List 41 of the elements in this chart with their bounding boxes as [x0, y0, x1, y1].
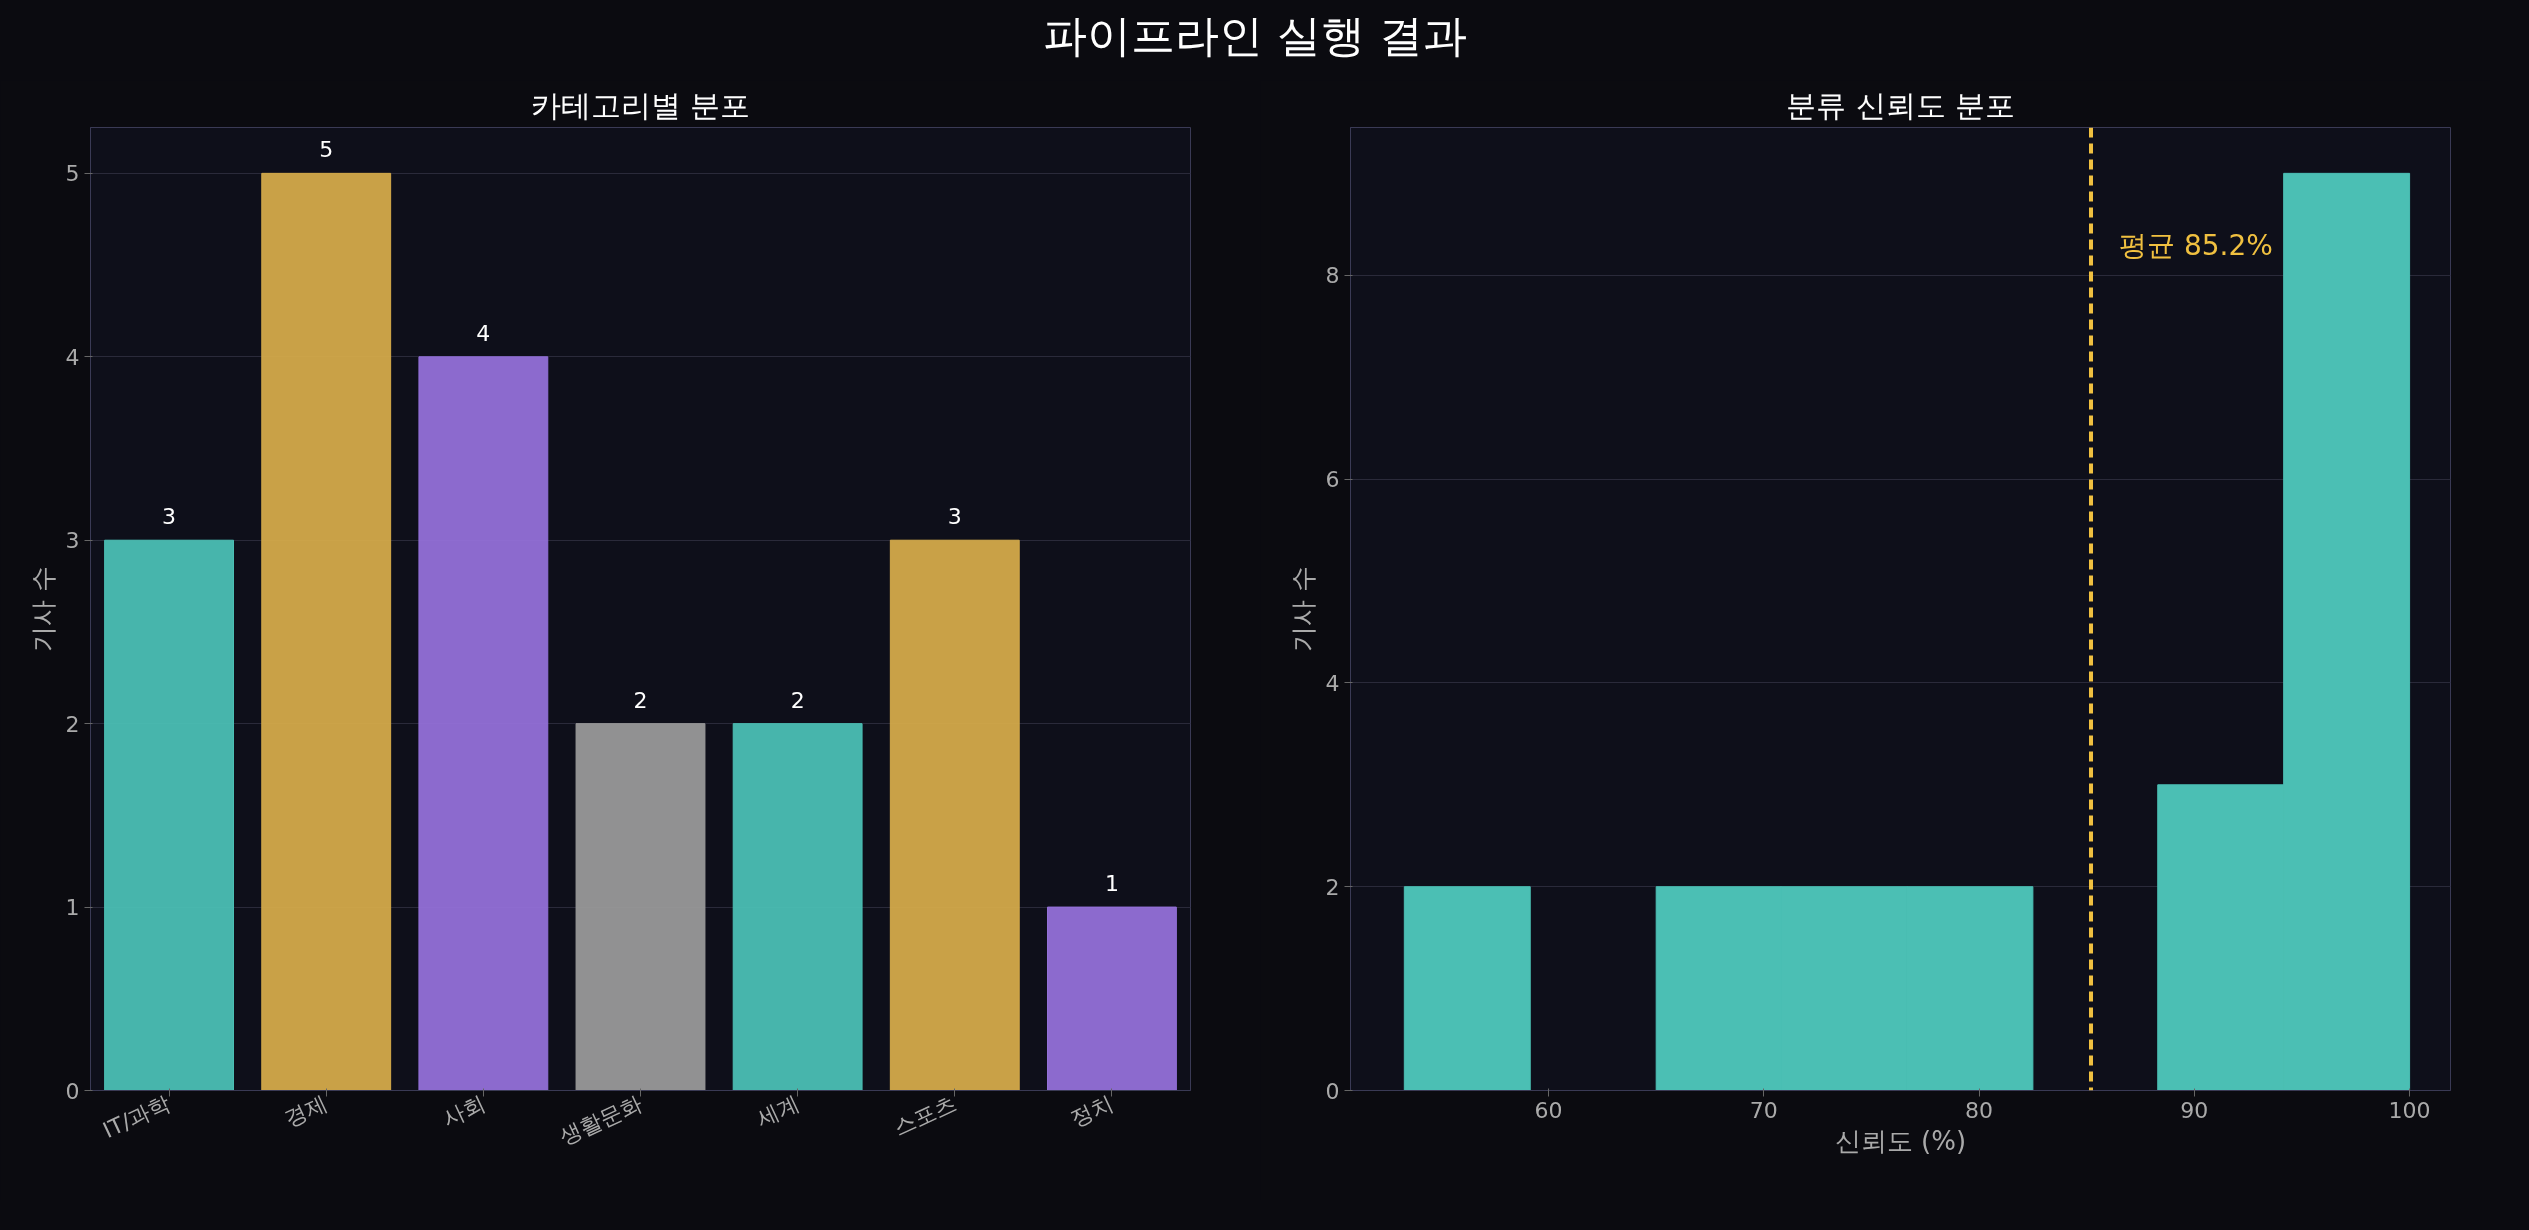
chart-title: 카테고리별 분포	[530, 87, 751, 123]
y-tick-label: 4	[1325, 670, 1340, 696]
x-axis-title: 신뢰도 (%)	[1834, 1125, 1967, 1156]
x-tick-label: 60	[1534, 1097, 1563, 1123]
data-label: 5	[319, 137, 334, 163]
text: 파이프라인 실행 결과	[1043, 9, 1467, 63]
y-axis-title: 기사 수	[27, 565, 58, 653]
x-tick-label: 80	[1965, 1097, 1994, 1123]
y-tick-label: 2	[1325, 874, 1340, 900]
bar	[261, 172, 392, 1091]
data-label: 2	[790, 687, 805, 713]
x-tick-label: 세계	[752, 1090, 803, 1132]
x-tick-label: 100	[2388, 1097, 2431, 1123]
data-label: 3	[162, 504, 177, 530]
data-label: 2	[633, 687, 648, 713]
data-label: 1	[1104, 871, 1119, 897]
x-tick-label: 70	[1749, 1097, 1778, 1123]
x-tick-label: 90	[2180, 1097, 2209, 1123]
y-tick-label: 1	[65, 895, 80, 921]
y-tick-label: 3	[65, 528, 80, 554]
y-axis-title: 기사 수	[1287, 565, 1318, 653]
y-tick-label: 8	[1325, 263, 1340, 289]
chart-title: 분류 신뢰도 분포	[1785, 87, 2016, 123]
data-label: 3	[947, 504, 962, 530]
ref-line-label: 평균 85.2%	[2119, 229, 2273, 263]
y-tick-label: 0	[1325, 1078, 1340, 1104]
x-tick-label: 경제	[281, 1090, 332, 1132]
bar	[575, 723, 706, 1091]
x-tick-label: 사회	[438, 1090, 489, 1132]
bar	[1047, 906, 1177, 1091]
y-tick-label: 0	[65, 1078, 80, 1104]
y-tick-label: 2	[65, 711, 80, 737]
bar	[889, 539, 1020, 1091]
y-tick-label: 5	[65, 161, 80, 187]
bar	[418, 356, 549, 1091]
data-label: 4	[476, 320, 491, 346]
x-tick-label: 정치	[1066, 1090, 1118, 1132]
y-tick-label: 6	[1325, 467, 1340, 493]
y-tick-label: 4	[65, 344, 80, 370]
bar	[732, 723, 863, 1091]
bar	[104, 539, 234, 1091]
